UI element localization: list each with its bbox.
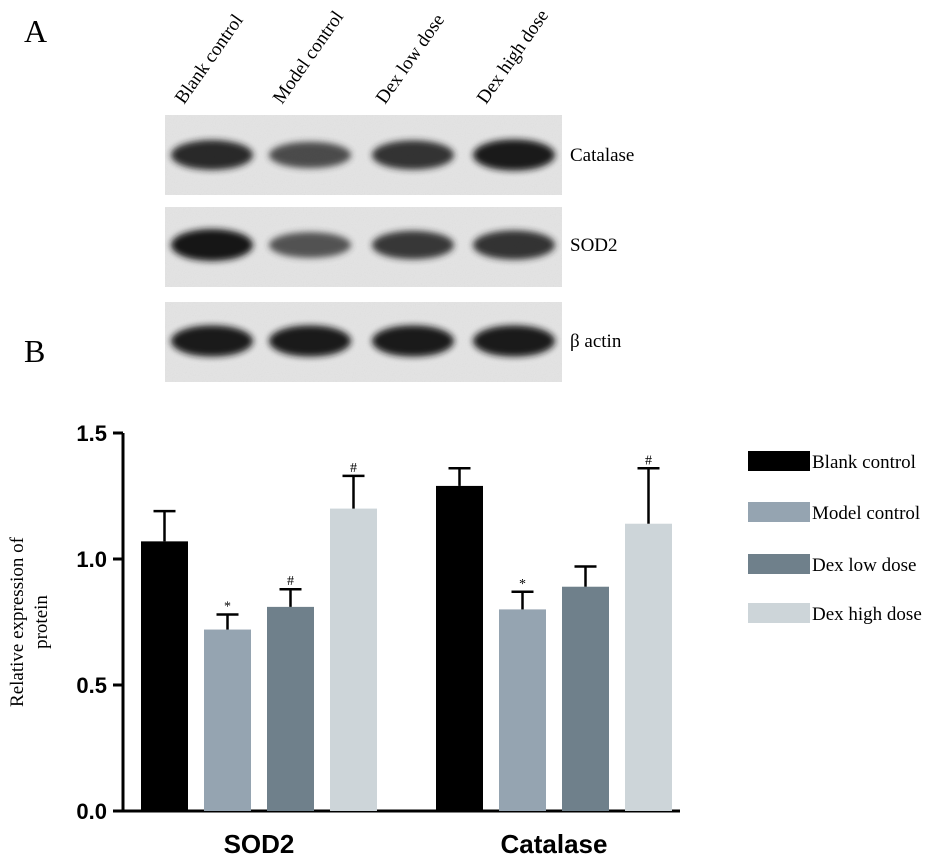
y-tick-label: 0.5 bbox=[76, 673, 107, 698]
y-axis-label-line2: protein bbox=[31, 595, 52, 649]
bar bbox=[625, 523, 672, 811]
blot-strip: Catalase bbox=[165, 115, 634, 195]
blot-band bbox=[171, 229, 253, 261]
significance-mark: # bbox=[350, 461, 357, 476]
x-axis: SOD2 Catalase bbox=[123, 809, 680, 859]
panel-a-label: A bbox=[24, 13, 47, 49]
blot-band bbox=[372, 140, 454, 170]
y-axis-label-line1: Relative expression of bbox=[7, 536, 28, 707]
bar bbox=[499, 609, 546, 811]
legend-label: Model control bbox=[812, 503, 920, 524]
legend-swatch bbox=[748, 554, 810, 574]
blot-band bbox=[473, 139, 555, 171]
x-category-label: Catalase bbox=[501, 829, 608, 859]
blot-band bbox=[171, 140, 253, 170]
bars: * # # * # bbox=[141, 453, 672, 811]
bar bbox=[267, 606, 314, 811]
lane-labels: Blank control Model control Dex low dose De… bbox=[171, 6, 553, 108]
blot-band bbox=[473, 325, 555, 357]
x-category-label: SOD2 bbox=[224, 829, 295, 859]
legend-swatch bbox=[748, 603, 810, 623]
legend-label: Dex high dose bbox=[812, 604, 922, 625]
y-tick-label: 0.0 bbox=[76, 799, 107, 824]
y-axis: 0.0 0.5 1.0 1.5 bbox=[76, 421, 125, 824]
blot-label: Catalase bbox=[570, 145, 634, 166]
bar bbox=[436, 485, 483, 811]
legend: Blank control Model control Dex low dose De… bbox=[748, 451, 922, 625]
bar bbox=[330, 508, 377, 811]
bar bbox=[204, 629, 251, 811]
significance-mark: # bbox=[645, 453, 652, 468]
legend-label: Blank control bbox=[812, 452, 916, 473]
legend-label: Dex low dose bbox=[812, 555, 916, 576]
lane-label: Model control bbox=[269, 7, 348, 108]
blot-band bbox=[473, 230, 555, 260]
lane-label: Dex low dose bbox=[372, 10, 449, 108]
blot-label: β actin bbox=[570, 331, 622, 352]
panel-b-label: B bbox=[24, 333, 45, 369]
y-tick-label: 1.5 bbox=[76, 421, 107, 446]
blot-label: SOD2 bbox=[570, 235, 618, 256]
blot-band bbox=[171, 325, 253, 357]
blot-band bbox=[269, 325, 351, 357]
legend-swatch bbox=[748, 502, 810, 522]
significance-mark: * bbox=[519, 577, 526, 592]
significance-mark: # bbox=[287, 574, 294, 589]
blot-strip: β actin bbox=[165, 302, 622, 382]
bar bbox=[562, 586, 609, 811]
blot-band bbox=[269, 232, 351, 258]
y-tick-label: 1.0 bbox=[76, 547, 107, 572]
blot-band bbox=[372, 230, 454, 260]
lane-label: Blank control bbox=[171, 11, 248, 108]
bar-chart: 0.0 0.5 1.0 1.5 SOD2 Catalase * # # * # Relative… bbox=[7, 421, 680, 859]
blot-band bbox=[269, 141, 351, 169]
legend-swatch bbox=[748, 451, 810, 471]
blot-band bbox=[372, 325, 454, 357]
western-blots: Catalase SOD2 β actin bbox=[165, 115, 634, 382]
lane-label: Dex high dose bbox=[473, 6, 553, 108]
bar bbox=[141, 541, 188, 811]
significance-mark: * bbox=[224, 599, 231, 614]
blot-strip: SOD2 bbox=[165, 207, 618, 287]
